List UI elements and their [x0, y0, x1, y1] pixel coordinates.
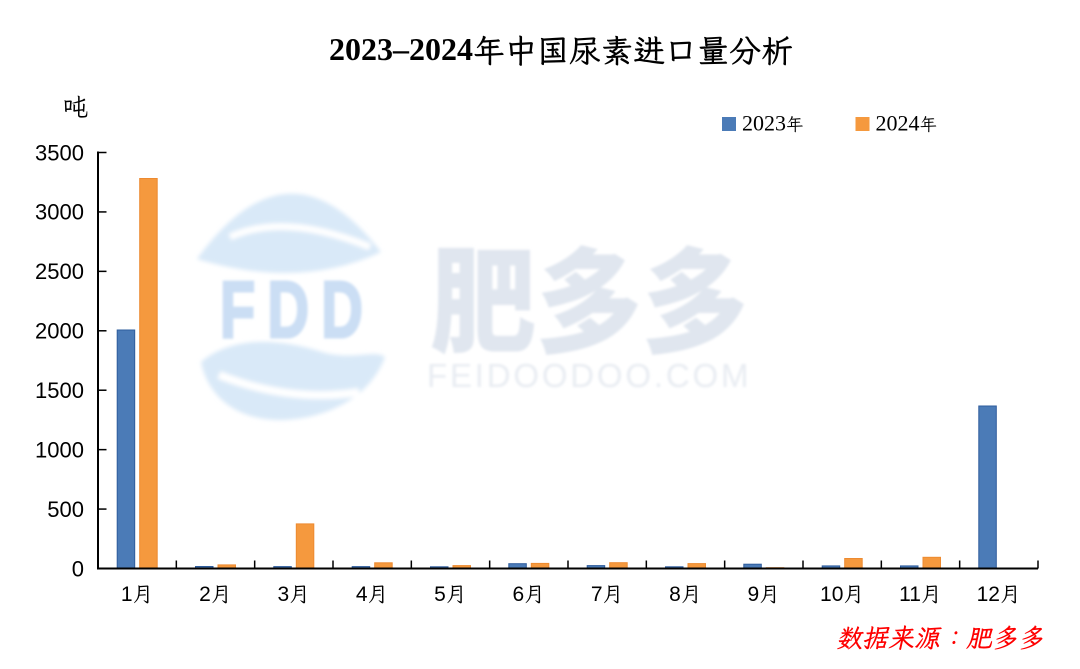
svg-text:5月: 5月 [434, 579, 467, 607]
svg-text:吨: 吨 [62, 90, 88, 124]
svg-text:FEIDOODOO.COM: FEIDOODOO.COM [427, 357, 751, 394]
svg-text:9月: 9月 [747, 579, 780, 607]
svg-text:7月: 7月 [591, 579, 624, 607]
svg-text:3500: 3500 [35, 140, 84, 165]
svg-text:8月: 8月 [669, 579, 702, 607]
svg-text:11月: 11月 [899, 579, 942, 607]
svg-text:数据来源：肥多多: 数据来源：肥多多 [834, 621, 1049, 655]
svg-text:3000: 3000 [35, 200, 84, 225]
svg-text:6月: 6月 [512, 579, 545, 607]
svg-text:2500: 2500 [35, 259, 84, 284]
svg-text:4月: 4月 [356, 579, 389, 607]
svg-text:1500: 1500 [35, 378, 84, 403]
svg-text:1月: 1月 [121, 579, 154, 607]
svg-text:2023年: 2023年 [742, 111, 804, 136]
svg-text:1000: 1000 [35, 437, 84, 462]
svg-text:3月: 3月 [277, 579, 310, 607]
svg-text:12月: 12月 [977, 579, 1021, 607]
svg-text:2月: 2月 [199, 579, 232, 607]
svg-text:2024年: 2024年 [876, 111, 938, 136]
svg-text:FDD: FDD [220, 265, 375, 355]
svg-text:2000: 2000 [35, 319, 84, 344]
svg-text:0: 0 [72, 556, 84, 581]
svg-text:2023–2024年中国尿素进口量分析: 2023–2024年中国尿素进口量分析 [329, 30, 793, 72]
svg-text:肥多多: 肥多多 [430, 211, 748, 377]
svg-text:500: 500 [47, 497, 84, 522]
svg-text:10月: 10月 [820, 579, 864, 607]
